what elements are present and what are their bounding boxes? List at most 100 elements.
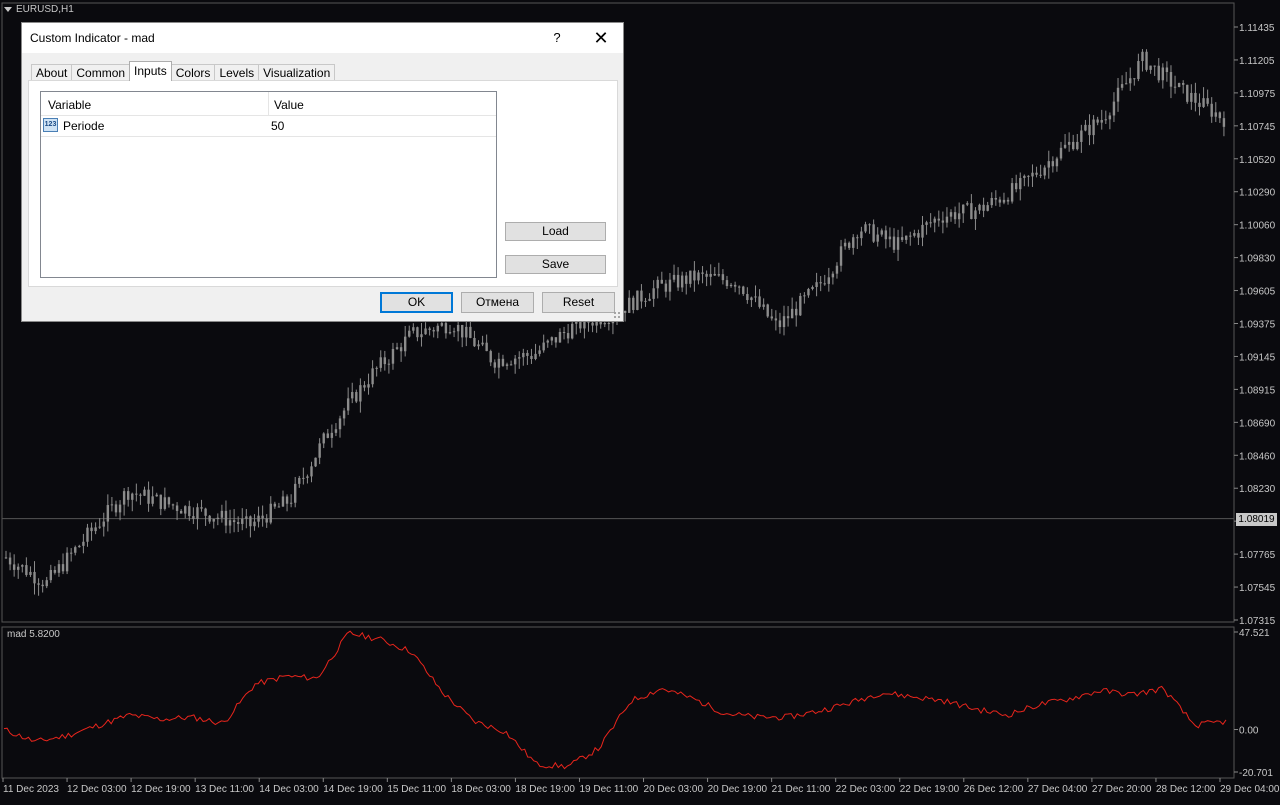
candle-body (232, 520, 236, 523)
price-tick-label: 1.11205 (1239, 56, 1275, 67)
candle-body (4, 557, 8, 559)
tab-colors[interactable]: Colors (170, 64, 216, 81)
price-tick-label: 1.10745 (1239, 122, 1276, 133)
indicator-axis: 47.521 0.00 -20.701 (1234, 628, 1273, 779)
candle-body (196, 507, 199, 519)
reset-button[interactable]: Reset (542, 292, 615, 313)
candle-body (799, 295, 802, 316)
candle-body (909, 235, 912, 237)
candle-body (998, 199, 1002, 203)
tab-common[interactable]: Common (71, 64, 131, 81)
candle-body (61, 564, 65, 572)
price-tick-label: 1.09145 (1239, 352, 1276, 363)
save-button[interactable]: Save (505, 255, 606, 274)
candle-body (713, 273, 716, 276)
close-icon[interactable]: ✕ (593, 28, 609, 48)
input-row-periode[interactable]: 123 Periode 50 (41, 115, 496, 137)
candle-body (913, 233, 916, 236)
candle-body (37, 583, 40, 585)
candle-body (607, 323, 611, 325)
candle-body (216, 517, 220, 519)
candle-body (513, 358, 517, 365)
candle-body (371, 368, 374, 385)
column-divider[interactable] (268, 92, 269, 115)
candle-body (819, 282, 822, 284)
candle-body (509, 364, 513, 366)
candle-body (546, 340, 549, 343)
candle-body (204, 508, 207, 516)
candle-body (171, 504, 175, 506)
cancel-button[interactable]: Отмена (461, 292, 534, 313)
candle-body (1076, 141, 1079, 150)
candle-body (644, 300, 647, 302)
candle-body (966, 203, 969, 205)
candle-body (656, 279, 659, 289)
candle-body (978, 204, 981, 211)
candle-body (774, 318, 778, 321)
tab-levels[interactable]: Levels (214, 64, 260, 81)
column-value[interactable]: Value (274, 98, 304, 112)
candle-body (782, 316, 786, 328)
candle-body (86, 527, 89, 542)
ok-button[interactable]: OK (380, 292, 453, 313)
indicator-label: mad 5.8200 (7, 629, 60, 640)
time-tick-label: 27 Dec 04:00 (1028, 784, 1088, 795)
tab-inputs[interactable]: Inputs (129, 61, 172, 81)
candle-body (591, 322, 594, 326)
candle-body (265, 518, 268, 523)
candle-body (461, 324, 464, 338)
candle-body (762, 304, 765, 307)
candle-body (428, 328, 431, 330)
time-tick-label: 14 Dec 19:00 (323, 784, 383, 795)
candle-body (1084, 124, 1087, 131)
load-button[interactable]: Load (505, 222, 606, 241)
candle-body (74, 547, 77, 553)
candle-body (391, 348, 395, 364)
tab-visualization[interactable]: Visualization (258, 64, 336, 81)
indicator-tick-label: -20.701 (1239, 768, 1273, 779)
candle-body (314, 457, 317, 467)
candle-body (338, 418, 342, 430)
candle-body (970, 203, 973, 220)
candle-body (941, 220, 945, 223)
candle-body (746, 294, 749, 301)
candle-body (1124, 83, 1128, 85)
input-value[interactable]: 50 (271, 119, 285, 133)
help-button[interactable]: ? (553, 30, 561, 45)
candle-body (1214, 112, 1217, 117)
grid-header: Variable Value (41, 92, 496, 116)
candle-body (485, 342, 488, 352)
candle-body (1035, 172, 1038, 175)
inputs-grid[interactable]: Variable Value 123 Periode 50 (40, 91, 497, 278)
custom-indicator-dialog: Custom Indicator - mad ? ✕ About Common … (21, 22, 624, 322)
tab-about[interactable]: About (31, 64, 73, 81)
candle-body (163, 497, 167, 509)
candle-body (721, 274, 725, 281)
candle-body (628, 297, 631, 313)
candle-body (408, 330, 411, 337)
candle-body (33, 571, 36, 584)
candle-body (778, 320, 782, 328)
candle-body (102, 521, 105, 527)
dropdown-arrow-icon[interactable] (4, 7, 12, 12)
candle-body (184, 506, 187, 514)
candle-body (705, 273, 708, 277)
candle-body (1173, 86, 1177, 88)
candle-body (831, 273, 835, 278)
candle-body (477, 344, 480, 347)
candle-body (1137, 61, 1140, 79)
candle-body (298, 477, 301, 484)
candle-body (905, 235, 908, 240)
dialog-titlebar[interactable]: Custom Indicator - mad ? ✕ (22, 23, 623, 53)
candle-body (1161, 67, 1165, 81)
resize-grip-icon[interactable] (613, 311, 621, 319)
candle-body (469, 326, 472, 338)
candle-body (257, 515, 260, 522)
candle-body (1145, 51, 1148, 70)
column-variable[interactable]: Variable (48, 98, 92, 112)
symbol-label[interactable]: EURUSD,H1 (4, 4, 74, 15)
current-price-tag: 1.08019 (1236, 513, 1277, 526)
candle-body (1092, 119, 1095, 136)
